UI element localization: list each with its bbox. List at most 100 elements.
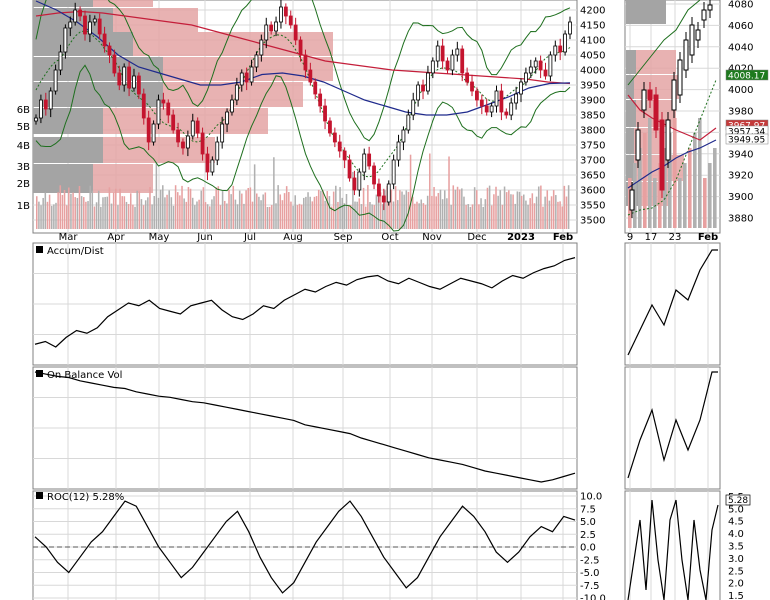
volume-bar xyxy=(531,193,534,229)
zoom-roc-line xyxy=(627,499,719,600)
volume-bar xyxy=(38,201,40,229)
volume-bar xyxy=(450,204,452,229)
candle-body xyxy=(514,93,519,104)
volume-bar xyxy=(270,205,273,229)
volume-bar xyxy=(176,192,179,229)
volume-bar xyxy=(296,205,299,229)
candle-body xyxy=(83,15,87,35)
volume-bar xyxy=(320,190,322,229)
volume-bar xyxy=(514,203,516,229)
zoom-volume-bar xyxy=(708,163,712,228)
volume-bar xyxy=(465,204,467,229)
volume-bar xyxy=(512,194,514,229)
volume-bar xyxy=(217,186,220,229)
price-tick-label: 3750 xyxy=(580,141,605,152)
zoom-volume-bar xyxy=(673,118,677,228)
candle-body xyxy=(377,183,381,197)
month-tick-label: Oct xyxy=(381,232,398,243)
volume-bar xyxy=(555,195,557,229)
volume-tick-label: 1B xyxy=(17,201,30,212)
volume-bar xyxy=(97,190,100,229)
candle-body xyxy=(195,120,200,134)
volume-bar xyxy=(478,204,480,229)
obv-title: On Balance Vol xyxy=(36,370,122,381)
volume-bar xyxy=(435,196,437,229)
volume-bar xyxy=(403,194,405,229)
candle-body xyxy=(117,72,122,86)
price-value-text: 3957.34 xyxy=(728,128,765,138)
volume-bar xyxy=(520,195,523,229)
volume-bar xyxy=(382,204,384,229)
volume-bar xyxy=(298,203,301,229)
volume-bar xyxy=(157,197,160,229)
zoom-roc-tick-label: 3.0 xyxy=(728,554,744,565)
volume-bar xyxy=(72,192,74,229)
candle-body xyxy=(215,141,220,161)
volume-bars xyxy=(36,153,570,229)
volume-bar xyxy=(132,204,134,229)
candle-body xyxy=(509,102,514,116)
volume-bar xyxy=(268,206,271,229)
volume-bar xyxy=(480,198,482,229)
axis-labels: 4200 4150 4100 4050 4000 3950 3900 3850 3800 3750… xyxy=(17,0,769,600)
volume-bar xyxy=(249,187,252,229)
volume-bar xyxy=(123,196,126,229)
candle-body xyxy=(283,6,288,17)
volume-bar xyxy=(106,196,109,229)
candle-body xyxy=(220,123,225,143)
volume-bar xyxy=(206,204,209,229)
zoom-volume-bar xyxy=(658,163,662,228)
candle-body xyxy=(185,135,190,149)
volume-bar xyxy=(243,203,245,229)
volume-bar xyxy=(452,185,455,229)
volume-bar xyxy=(341,197,343,229)
volume-tick-label: 6B xyxy=(17,105,30,116)
volume-bar xyxy=(251,201,254,229)
volume-tick-label: 3B xyxy=(17,162,30,173)
volume-bar xyxy=(335,185,337,229)
volume-bar xyxy=(356,201,358,229)
zoom-candle-body xyxy=(659,119,665,191)
volume-bar xyxy=(537,186,540,229)
candle-body xyxy=(538,60,543,71)
volume-bar xyxy=(93,206,96,229)
zoom-candle-body xyxy=(707,4,713,11)
volume-bar xyxy=(463,196,465,229)
candle-body xyxy=(460,48,465,74)
volume-bar xyxy=(53,204,55,229)
candle-body xyxy=(455,48,460,56)
volume-bar xyxy=(360,204,363,229)
volume-bar xyxy=(313,196,316,229)
candle-body xyxy=(48,90,53,110)
candle-body xyxy=(127,66,131,89)
obv-label: On Balance Vol xyxy=(47,370,122,381)
zoom-candle-body xyxy=(701,9,707,21)
price-tick-label: 3950 xyxy=(580,81,605,92)
volume-bar xyxy=(209,206,211,229)
volume-bar xyxy=(388,203,390,229)
candle-body xyxy=(528,66,533,74)
candle-body xyxy=(445,60,450,71)
price-tick-label: 3650 xyxy=(580,171,605,182)
volume-bar xyxy=(55,202,57,229)
price-tick-label: 4200 xyxy=(580,6,605,17)
volume-bar xyxy=(281,200,284,229)
volume-bar xyxy=(241,193,243,229)
zoom-volume-bar xyxy=(713,148,717,228)
zoom-volume-bar xyxy=(668,133,672,228)
zoom-ma-blue xyxy=(627,139,717,189)
volume-bar xyxy=(245,190,247,229)
volume-by-price-bar xyxy=(33,0,93,7)
candle-body xyxy=(136,75,141,95)
candle-body xyxy=(421,84,425,92)
volume-bar xyxy=(63,189,66,229)
roc-tick-label: 7.5 xyxy=(580,504,596,515)
volume-bar xyxy=(153,196,156,229)
candle-body xyxy=(563,33,568,53)
zoom-bollinger-upper xyxy=(627,0,701,86)
candle-body xyxy=(38,99,43,119)
volume-bar xyxy=(196,201,198,229)
volume-bar xyxy=(392,201,395,229)
roc-tick-label: -5.0 xyxy=(580,568,600,579)
volume-bar xyxy=(409,154,412,229)
